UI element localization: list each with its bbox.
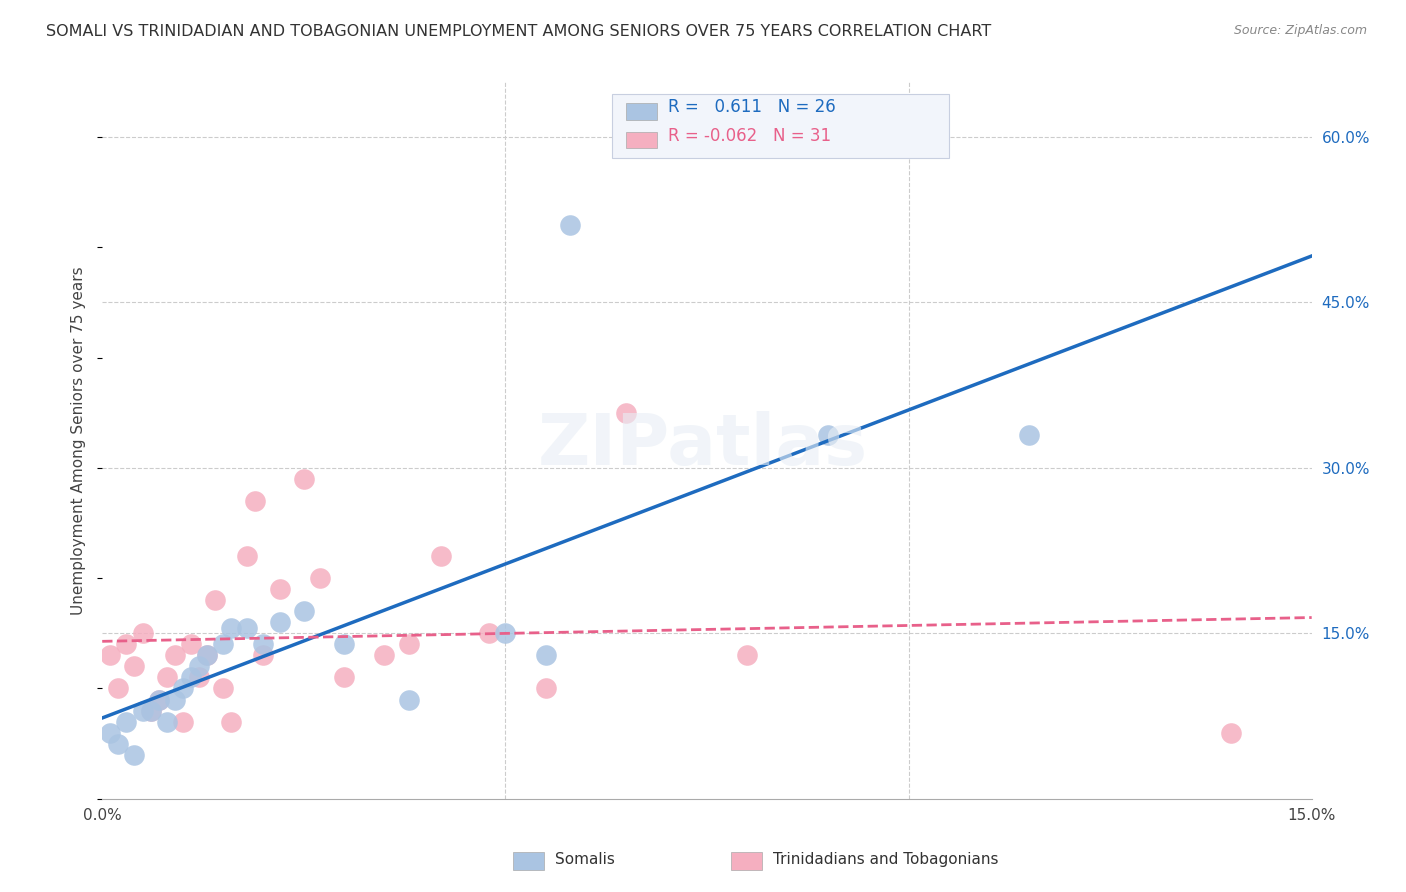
- Point: [269, 582, 291, 597]
- Point: [478, 626, 501, 640]
- Point: [236, 621, 259, 635]
- Point: [1220, 725, 1243, 739]
- Point: [236, 549, 259, 563]
- Point: [156, 670, 179, 684]
- Point: [139, 704, 162, 718]
- Point: [131, 704, 153, 718]
- Text: R =   0.611   N = 26: R = 0.611 N = 26: [668, 98, 835, 116]
- Text: ZIPatlas: ZIPatlas: [538, 411, 868, 481]
- Point: [614, 406, 637, 420]
- Point: [269, 615, 291, 630]
- Point: [172, 681, 194, 696]
- Text: SOMALI VS TRINIDADIAN AND TOBAGONIAN UNEMPLOYMENT AMONG SENIORS OVER 75 YEARS CO: SOMALI VS TRINIDADIAN AND TOBAGONIAN UNE…: [46, 24, 991, 39]
- Point: [494, 626, 516, 640]
- Point: [398, 637, 420, 651]
- Point: [333, 670, 356, 684]
- Point: [309, 571, 332, 585]
- Point: [534, 648, 557, 663]
- Point: [195, 648, 218, 663]
- Point: [131, 626, 153, 640]
- Point: [148, 692, 170, 706]
- Point: [558, 219, 581, 233]
- Point: [180, 670, 202, 684]
- Point: [219, 621, 242, 635]
- Point: [219, 714, 242, 729]
- Point: [252, 637, 274, 651]
- Point: [204, 593, 226, 607]
- Text: Somalis: Somalis: [555, 853, 616, 867]
- Y-axis label: Unemployment Among Seniors over 75 years: Unemployment Among Seniors over 75 years: [72, 266, 86, 615]
- Point: [139, 704, 162, 718]
- Point: [148, 692, 170, 706]
- Point: [333, 637, 356, 651]
- Point: [212, 637, 235, 651]
- Point: [107, 737, 129, 751]
- Point: [398, 692, 420, 706]
- Point: [172, 714, 194, 729]
- Point: [124, 747, 146, 762]
- Point: [292, 472, 315, 486]
- Point: [373, 648, 395, 663]
- Point: [735, 648, 758, 663]
- Text: Source: ZipAtlas.com: Source: ZipAtlas.com: [1233, 24, 1367, 37]
- Point: [430, 549, 453, 563]
- Point: [195, 648, 218, 663]
- Point: [188, 670, 211, 684]
- Point: [124, 659, 146, 673]
- Point: [534, 681, 557, 696]
- Point: [292, 604, 315, 618]
- Point: [180, 637, 202, 651]
- Point: [188, 659, 211, 673]
- Point: [817, 427, 839, 442]
- Point: [1018, 427, 1040, 442]
- Point: [115, 637, 138, 651]
- Point: [98, 648, 121, 663]
- Point: [156, 714, 179, 729]
- Text: Trinidadians and Tobagonians: Trinidadians and Tobagonians: [773, 853, 998, 867]
- Point: [98, 725, 121, 739]
- Point: [115, 714, 138, 729]
- Point: [163, 692, 186, 706]
- Point: [252, 648, 274, 663]
- Text: R = -0.062   N = 31: R = -0.062 N = 31: [668, 127, 831, 145]
- Point: [212, 681, 235, 696]
- Point: [245, 494, 267, 508]
- Point: [163, 648, 186, 663]
- Point: [107, 681, 129, 696]
